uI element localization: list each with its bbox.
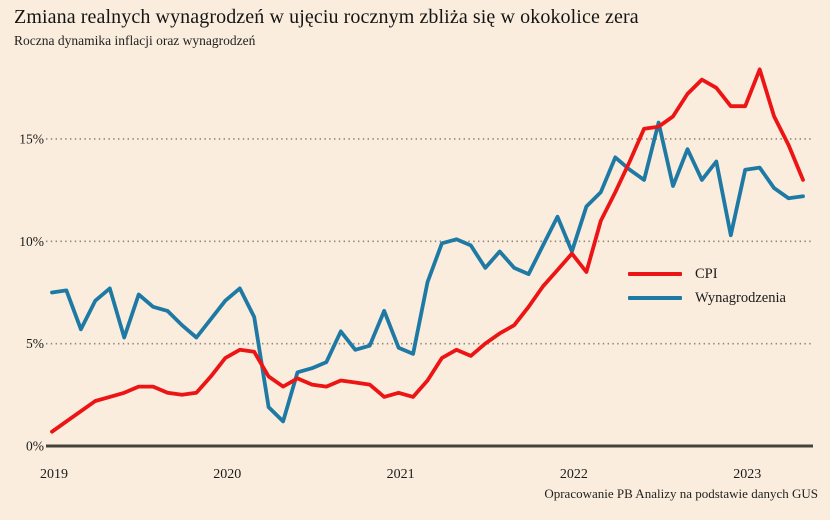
legend-label-wynagrodzenia: Wynagrodzenia [695,289,786,306]
x-axis-tick-label: 2022 [560,467,588,482]
x-axis-tick-label: 2023 [733,467,761,482]
chart-title: Zmiana realnych wynagrodzeń w ujęciu roc… [14,6,639,28]
x-axis-tick-label: 2021 [387,467,415,482]
cpi-line-swatch [628,272,682,276]
x-axis-tick-label: 2019 [40,467,68,482]
legend-label-cpi: CPI [695,265,718,282]
legend-item-wynagrodzenia: Wynagrodzenia [628,286,786,310]
legend-item-cpi: CPI [628,262,786,286]
y-axis-tick-label: 0% [26,439,44,454]
x-axis-tick-label: 2020 [213,467,241,482]
y-axis-tick-label: 5% [26,336,44,351]
y-axis-tick-label: 10% [19,234,44,249]
chart-legend: CPI Wynagrodzenia [628,262,786,310]
chart-subtitle: Roczna dynamika inflacji oraz wynagrodze… [14,33,256,48]
source-note: Opracowanie PB Analizy na podstawie dany… [544,486,818,501]
cpi-line [50,67,805,434]
y-axis-tick-label: 15% [19,131,44,146]
wynagrodzenia-line [50,120,805,424]
wynagrodzenia-line-swatch [628,296,682,300]
